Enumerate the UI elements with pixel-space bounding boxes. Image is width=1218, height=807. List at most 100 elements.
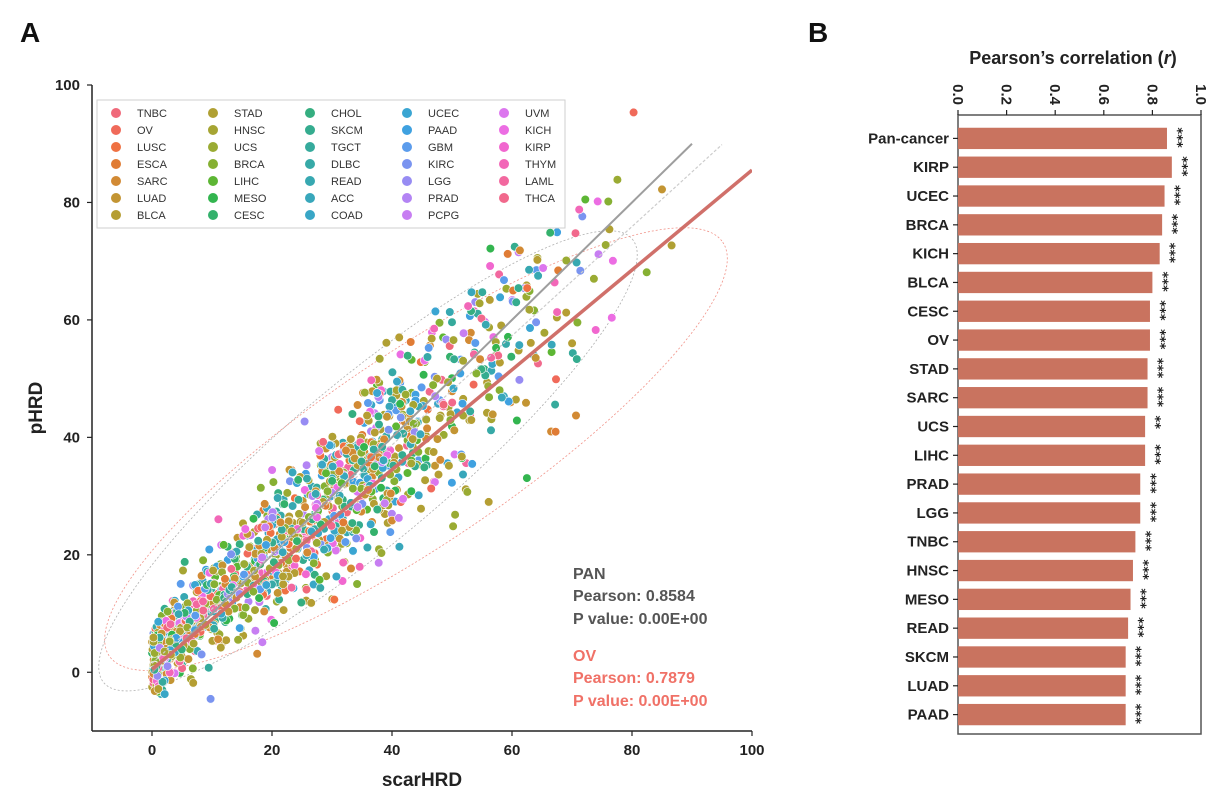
scatter-point bbox=[351, 533, 361, 544]
scatter-point bbox=[467, 459, 477, 469]
bar-category-label: TNBC bbox=[907, 534, 949, 551]
scatter-point bbox=[405, 406, 415, 416]
scatter-point bbox=[532, 255, 543, 265]
scatter-point bbox=[551, 374, 561, 384]
legend-label: PCPG bbox=[428, 210, 459, 222]
scatter-point bbox=[481, 320, 491, 330]
scatter-point bbox=[666, 240, 677, 250]
scatter-point bbox=[160, 689, 170, 699]
legend-label: DLBC bbox=[331, 159, 360, 171]
scatter-point bbox=[273, 588, 283, 598]
significance-label: *** bbox=[1128, 675, 1143, 696]
significance-label: *** bbox=[1142, 473, 1157, 494]
scatter-point bbox=[389, 476, 399, 486]
legend-box bbox=[96, 99, 566, 229]
scatter-point bbox=[445, 307, 455, 317]
significance-label: *** bbox=[1164, 214, 1179, 235]
scatter-point bbox=[337, 525, 347, 536]
significance-label: *** bbox=[1133, 588, 1148, 609]
bar-category-label: SKCM bbox=[905, 649, 949, 666]
scatter-point bbox=[317, 460, 327, 470]
legend-marker bbox=[305, 159, 315, 169]
scatter-point bbox=[381, 338, 392, 348]
scatter-point bbox=[198, 555, 208, 565]
scatter-point bbox=[302, 460, 312, 470]
scatter-point bbox=[447, 398, 457, 408]
legend-label: COAD bbox=[331, 210, 363, 222]
bar-category-label: UCS bbox=[917, 419, 949, 436]
scatter-point bbox=[275, 517, 286, 528]
y-tick-label: 80 bbox=[63, 194, 80, 211]
bar-chart: Pearson’s correlation (r) 0.0 0.2 0.4 0.6 0.… bbox=[868, 48, 1209, 735]
bar-sarc bbox=[958, 387, 1148, 409]
scatter-point bbox=[312, 538, 322, 548]
legend-marker bbox=[208, 193, 218, 203]
bar-category-label: BRCA bbox=[906, 217, 949, 234]
scatter-point bbox=[327, 476, 337, 486]
legend-marker bbox=[402, 210, 412, 220]
bar-category-label: UCEC bbox=[906, 188, 949, 205]
legend-marker bbox=[499, 193, 509, 203]
scatter-point bbox=[348, 546, 358, 556]
legend-label: CESC bbox=[234, 210, 265, 222]
scatter-point bbox=[384, 402, 395, 412]
scatter-point bbox=[459, 328, 469, 338]
scatter-point bbox=[485, 261, 495, 271]
legend-marker bbox=[499, 159, 509, 169]
scatter-point bbox=[495, 292, 505, 302]
scatter-point bbox=[226, 549, 236, 559]
scatter-point bbox=[300, 502, 310, 512]
scatter-point bbox=[235, 623, 245, 633]
scatter-point bbox=[398, 494, 408, 504]
scatter-point bbox=[462, 487, 472, 497]
significance-label: *** bbox=[1147, 444, 1162, 465]
scatter-point bbox=[394, 513, 404, 523]
scatter-point bbox=[250, 605, 260, 615]
scatter-point bbox=[153, 617, 163, 627]
legend-label: KIRC bbox=[428, 159, 454, 171]
pan-confidence-ellipse bbox=[98, 230, 638, 692]
legend-label: STAD bbox=[234, 108, 263, 120]
scatter-point bbox=[447, 478, 457, 488]
x-tick-label: 0 bbox=[148, 742, 156, 759]
scatter-point bbox=[301, 584, 312, 595]
pan-stat-pvalue: P value: 0.00E+00 bbox=[573, 611, 708, 628]
scatter-point bbox=[485, 295, 495, 305]
scatter-point bbox=[512, 415, 522, 426]
scatter-point bbox=[188, 663, 198, 674]
scatter-point bbox=[503, 332, 513, 342]
scatter-point bbox=[197, 649, 207, 660]
scatter-point bbox=[484, 497, 494, 507]
scatter-point bbox=[347, 518, 357, 528]
scatter-point bbox=[628, 107, 639, 117]
legend-label: BLCA bbox=[137, 210, 166, 222]
scatter-point bbox=[338, 557, 348, 568]
scatter-point bbox=[430, 306, 441, 317]
legend-marker bbox=[499, 176, 509, 186]
scatter-point bbox=[373, 411, 384, 422]
scatter-point bbox=[406, 458, 416, 469]
scatter-point bbox=[477, 287, 487, 297]
bar-category-label: BLCA bbox=[907, 274, 949, 291]
significance-label: *** bbox=[1135, 560, 1150, 581]
legend-marker bbox=[305, 125, 315, 135]
legend-marker bbox=[402, 108, 412, 118]
scatter-point bbox=[226, 564, 236, 574]
scatter-point bbox=[282, 488, 292, 498]
scatter-point bbox=[550, 427, 561, 437]
bar-category-label: MESO bbox=[905, 591, 950, 608]
scatter-point bbox=[338, 517, 348, 528]
scatter-point bbox=[363, 398, 373, 408]
scatter-point bbox=[422, 352, 433, 362]
ov-stat-pearson: Pearson: 0.7879 bbox=[573, 670, 695, 687]
legend-label: LAML bbox=[525, 176, 554, 188]
significance-label: *** bbox=[1169, 127, 1184, 148]
y-axis-title: pHRD bbox=[26, 382, 47, 435]
scatter-point bbox=[279, 605, 289, 615]
scatter-point bbox=[458, 469, 468, 480]
scatter-point bbox=[447, 317, 457, 327]
legend-label: CHOL bbox=[331, 108, 362, 120]
scatter-point bbox=[514, 375, 525, 385]
scatter-point bbox=[206, 694, 216, 704]
significance-label: *** bbox=[1137, 531, 1152, 552]
